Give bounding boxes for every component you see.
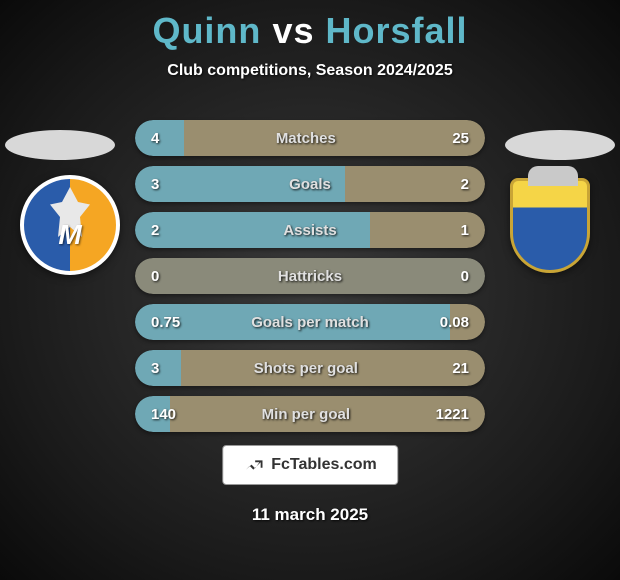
stat-value-left: 4 (151, 130, 159, 147)
stat-overlay: 2 Assists 1 (135, 212, 485, 248)
stat-row: 0 Hattricks 0 (135, 258, 485, 294)
stat-row: 3 Shots per goal 21 (135, 350, 485, 386)
stat-value-right: 0 (461, 268, 469, 285)
stat-overlay: 0.75 Goals per match 0.08 (135, 304, 485, 340)
player1-name: Quinn (152, 10, 261, 51)
stat-overlay: 3 Shots per goal 21 (135, 350, 485, 386)
stat-row: 2 Assists 1 (135, 212, 485, 248)
stat-overlay: 0 Hattricks 0 (135, 258, 485, 294)
stat-row: 3 Goals 2 (135, 166, 485, 202)
brand-logo: FcTables.com (222, 445, 398, 485)
crest-icon (510, 178, 590, 273)
stat-value-right: 1221 (436, 406, 469, 423)
stat-value-right: 1 (461, 222, 469, 239)
stat-overlay: 140 Min per goal 1221 (135, 396, 485, 432)
stat-label: Min per goal (262, 406, 350, 423)
chart-icon (243, 454, 265, 476)
club-badge-left: M (20, 175, 120, 275)
brand-text: FcTables.com (271, 456, 377, 474)
player2-name: Horsfall (326, 10, 468, 51)
stat-label: Matches (276, 130, 336, 147)
stat-label: Shots per goal (254, 360, 358, 377)
comparison-title: Quinn vs Horsfall (0, 0, 620, 52)
subtitle: Club competitions, Season 2024/2025 (0, 62, 620, 80)
stat-label: Goals (289, 176, 331, 193)
footer-date: 11 march 2025 (252, 505, 368, 525)
stats-container: 4 Matches 25 3 Goals 2 2 Assists 1 0 Hattricks 0 0.7… (135, 120, 485, 442)
stat-value-right: 25 (452, 130, 469, 147)
shadow-ellipse-right (505, 130, 615, 160)
stat-value-left: 0 (151, 268, 159, 285)
stat-value-right: 2 (461, 176, 469, 193)
stat-value-left: 3 (151, 176, 159, 193)
stat-row: 4 Matches 25 (135, 120, 485, 156)
stat-row: 0.75 Goals per match 0.08 (135, 304, 485, 340)
shadow-ellipse-left (5, 130, 115, 160)
stat-label: Hattricks (278, 268, 342, 285)
badge-left-letter: M (58, 219, 81, 251)
stat-value-right: 21 (452, 360, 469, 377)
stat-value-left: 0.75 (151, 314, 180, 331)
stat-value-left: 140 (151, 406, 176, 423)
stat-value-left: 3 (151, 360, 159, 377)
stat-label: Assists (283, 222, 336, 239)
stat-value-left: 2 (151, 222, 159, 239)
stat-row: 140 Min per goal 1221 (135, 396, 485, 432)
club-badge-right (500, 175, 600, 275)
stat-overlay: 4 Matches 25 (135, 120, 485, 156)
stat-value-right: 0.08 (440, 314, 469, 331)
stat-label: Goals per match (251, 314, 369, 331)
vs-text: vs (272, 10, 314, 51)
stat-overlay: 3 Goals 2 (135, 166, 485, 202)
